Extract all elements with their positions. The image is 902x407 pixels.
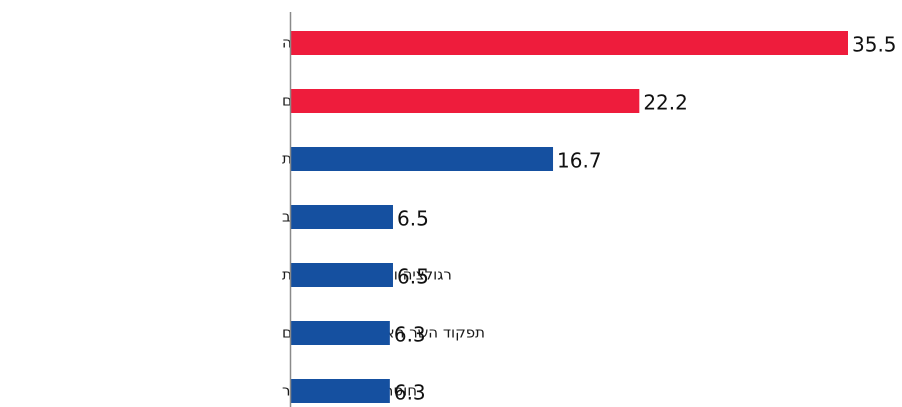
bar	[291, 205, 393, 229]
bar	[291, 31, 848, 55]
bar	[291, 321, 390, 345]
bar	[291, 89, 640, 113]
value-labels: 35.5 22.2 16.7 6.5 6.5 6.3 6.3	[394, 33, 897, 405]
value-label: 6.3	[394, 323, 426, 347]
bar	[291, 147, 554, 171]
value-label: 6.3	[394, 381, 426, 405]
bars	[291, 31, 848, 403]
value-label: 6.5	[397, 265, 429, 289]
value-label: 22.2	[643, 91, 688, 115]
value-label: 16.7	[557, 149, 602, 173]
value-label: 6.5	[397, 207, 429, 231]
value-label: 35.5	[852, 33, 897, 57]
bar	[291, 263, 393, 287]
bar	[291, 379, 390, 403]
